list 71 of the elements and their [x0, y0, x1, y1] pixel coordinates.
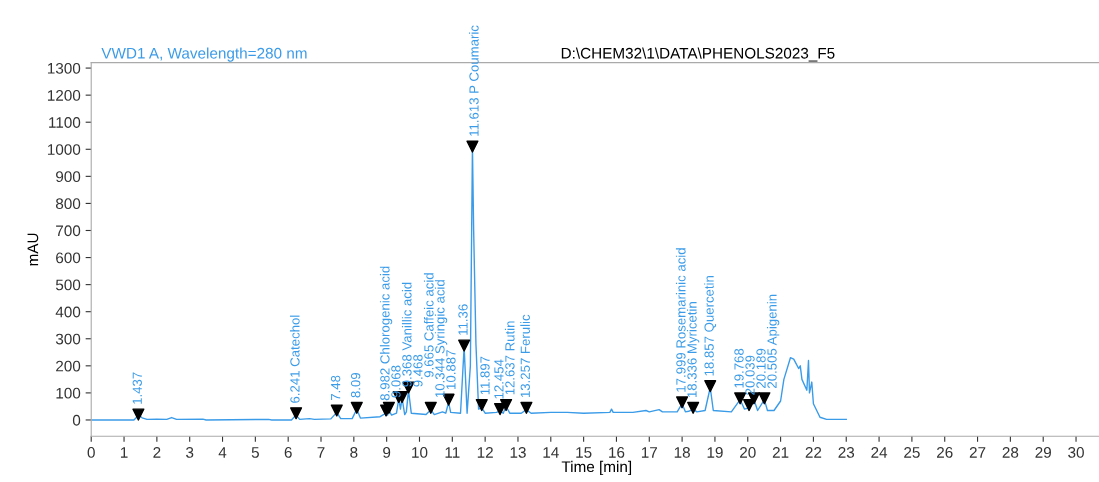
y-tick-label: 1000 [47, 144, 81, 155]
y-tick-label: 1100 [49, 117, 81, 128]
annotation: 9.368 Vanillic acid [401, 282, 412, 387]
y-tick-label: 700 [56, 225, 81, 237]
x-tick-label: 29 [1035, 447, 1051, 458]
x-tick-label: 11 [445, 447, 460, 458]
x-tick-label: 1 [120, 447, 128, 458]
annotation: 19.768 [734, 348, 744, 388]
x-tick-label: 23 [838, 447, 855, 458]
x-tick-label: 16 [609, 447, 625, 458]
x-tick-label: 10 [412, 447, 428, 458]
x-tick-label: 5 [251, 447, 259, 458]
y-tick-label: 400 [55, 306, 81, 318]
annotation: 1.437 [132, 372, 142, 404]
x-tick-label: 27 [969, 447, 986, 458]
x-tick-label: 22 [805, 447, 822, 458]
annotation: 12.454 [494, 359, 504, 399]
x-tick-label: 7 [317, 447, 325, 458]
x-tick-label: 6 [284, 447, 292, 458]
annotation: 17.999 Rosemarinic acid [675, 248, 686, 392]
y-tick-label: 100 [56, 387, 81, 399]
x-tick-label: 21 [772, 447, 789, 458]
y-tick-label: 0 [72, 414, 81, 426]
y-tick-label: 900 [56, 171, 81, 183]
x-tick-label: 17 [641, 447, 658, 458]
y-tick-label: 300 [55, 333, 81, 345]
x-tick-label: 9 [383, 447, 391, 458]
annotation: 20.189 [756, 348, 766, 388]
y-tick-label: 1200 [47, 90, 81, 101]
annotation: 9.068 [391, 365, 401, 398]
annotation: 18.857 Quercetin [704, 276, 717, 376]
annotation: 13.257 Ferulic [520, 314, 530, 398]
x-axis-title: Time [min] [561, 460, 632, 476]
annotation: 11.897 [480, 356, 490, 395]
annotation: 20.505 Apigenin [767, 294, 780, 388]
annotation: 8.09 [350, 373, 361, 398]
annotation: 20.039 [745, 355, 755, 395]
x-tick-label: 19 [707, 447, 723, 458]
x-tick-label: 26 [937, 447, 953, 458]
x-tick-label: 24 [871, 447, 888, 458]
x-tick-label: 28 [1002, 447, 1019, 458]
y-tick-label: 500 [55, 279, 81, 291]
x-tick-label: 13 [510, 447, 526, 458]
annotation: 6.241 Catechol [289, 315, 300, 403]
y-tick-label: 600 [56, 252, 81, 264]
x-tick-label: 4 [218, 447, 227, 458]
chart-title: D:\CHEM32\1\DATA\PHENOLS2023_F5 [561, 47, 835, 62]
x-tick-label: 8 [350, 447, 358, 458]
annotation: 12.637 Rutin [504, 321, 515, 395]
annotation: 11.36 [458, 304, 468, 335]
x-tick-label: 2 [153, 447, 161, 458]
x-tick-label: 18 [674, 447, 690, 458]
y-tick-label: 800 [55, 198, 81, 210]
annotation: 11.613 P Coumaric [468, 25, 479, 136]
annotation: 10.887 [446, 350, 456, 389]
y-tick-label: 200 [56, 360, 81, 372]
y-axis-title: mAU [27, 233, 39, 266]
x-tick-label: 20 [740, 447, 756, 458]
x-tick-label: 12 [477, 447, 493, 458]
x-tick-label: 0 [87, 447, 95, 458]
x-tick-label: 3 [186, 447, 194, 458]
x-tick-label: 15 [576, 447, 592, 458]
x-tick-label: 30 [1068, 447, 1084, 458]
annotation: 9.468 [413, 354, 423, 387]
x-tick-label: 25 [904, 447, 920, 458]
y-tick-label: 1300 [47, 62, 81, 74]
x-tick-label: 14 [543, 447, 559, 458]
annotation: 18.336 Myricetin [686, 302, 700, 398]
annotation: 9.665 Caffeic acid [423, 273, 434, 378]
chart-subtitle: VWD1 A, Wavelength=280 nm [101, 47, 307, 62]
annotation: 7.48 [330, 375, 341, 401]
